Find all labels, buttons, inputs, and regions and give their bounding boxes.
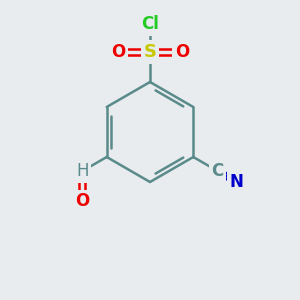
Text: O: O	[111, 43, 125, 61]
Text: S: S	[143, 43, 157, 61]
Text: N: N	[230, 173, 244, 191]
Text: H: H	[76, 162, 89, 180]
Text: O: O	[75, 192, 90, 210]
Text: Cl: Cl	[141, 15, 159, 33]
Text: C: C	[212, 162, 224, 180]
Text: O: O	[175, 43, 189, 61]
